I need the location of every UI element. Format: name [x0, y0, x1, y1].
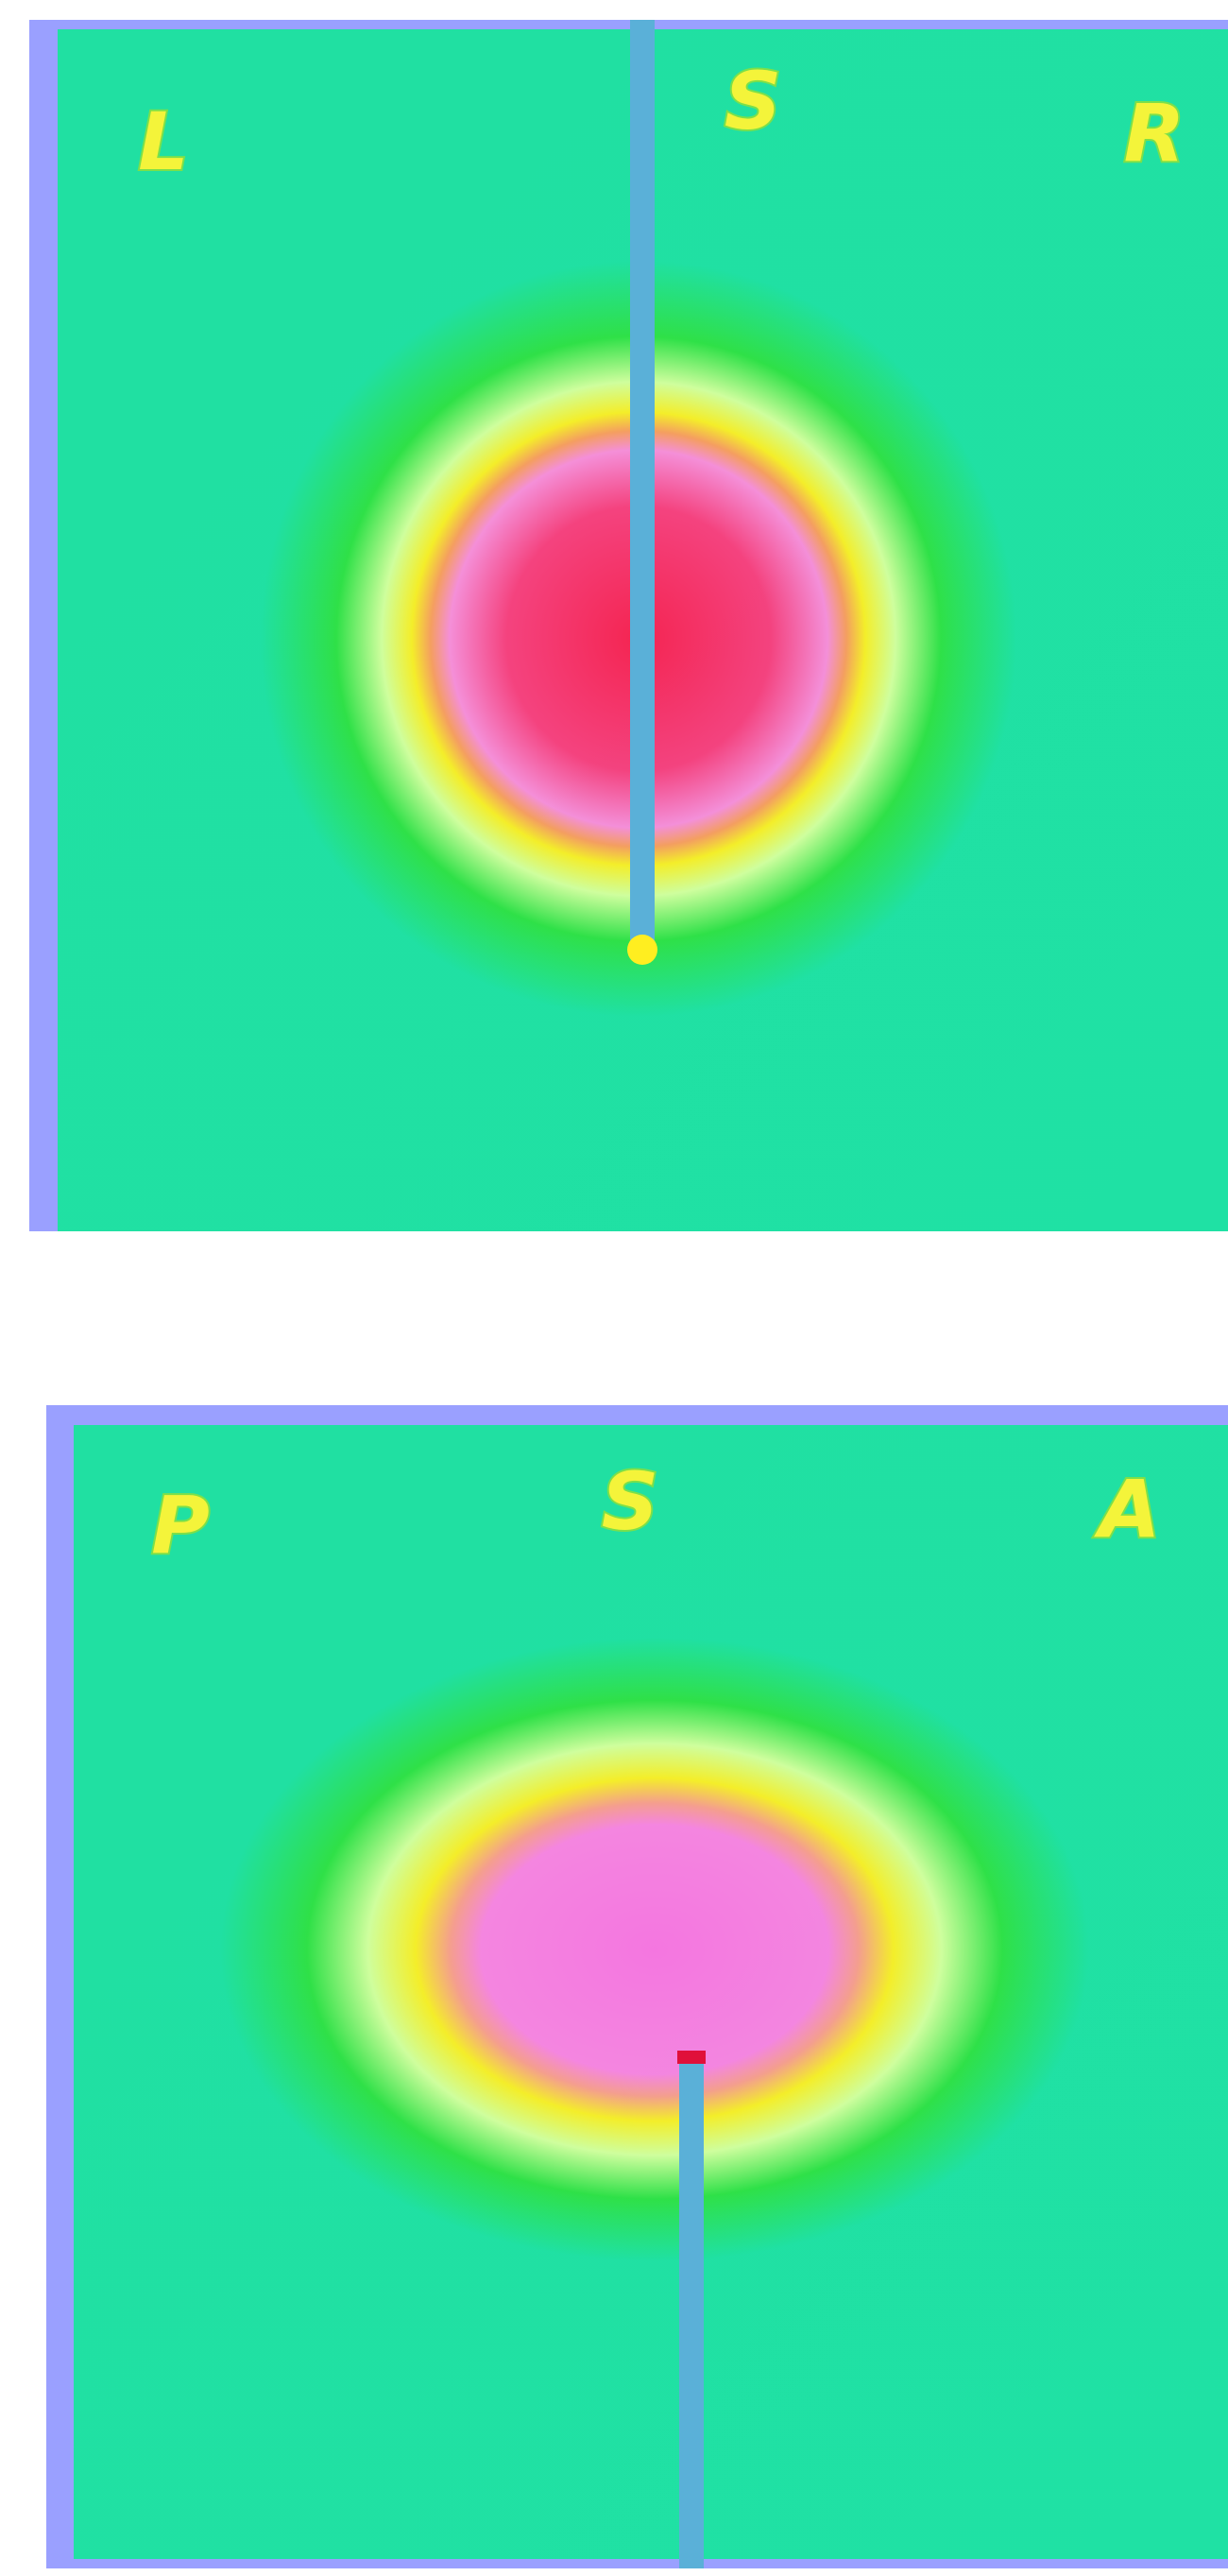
orientation-label: S	[602, 1455, 659, 1548]
orientation-label: P	[151, 1479, 210, 1571]
page: L S R P S A (() => { const data = JSON.p…	[0, 0, 1228, 2576]
slit	[630, 20, 655, 942]
slit-end	[627, 935, 657, 965]
orientation-label: S	[725, 55, 782, 147]
orientation-label: L	[138, 95, 189, 188]
top-film: L S R	[29, 20, 1228, 1231]
slit	[679, 2055, 704, 2568]
film-images: L S R P S A	[0, 0, 1228, 2576]
slit-end	[677, 2051, 706, 2064]
bottom-film: P S A	[46, 1405, 1228, 2568]
orientation-label: A	[1093, 1463, 1160, 1555]
orientation-label: R	[1124, 87, 1185, 180]
dose-spot	[74, 1425, 1228, 2559]
